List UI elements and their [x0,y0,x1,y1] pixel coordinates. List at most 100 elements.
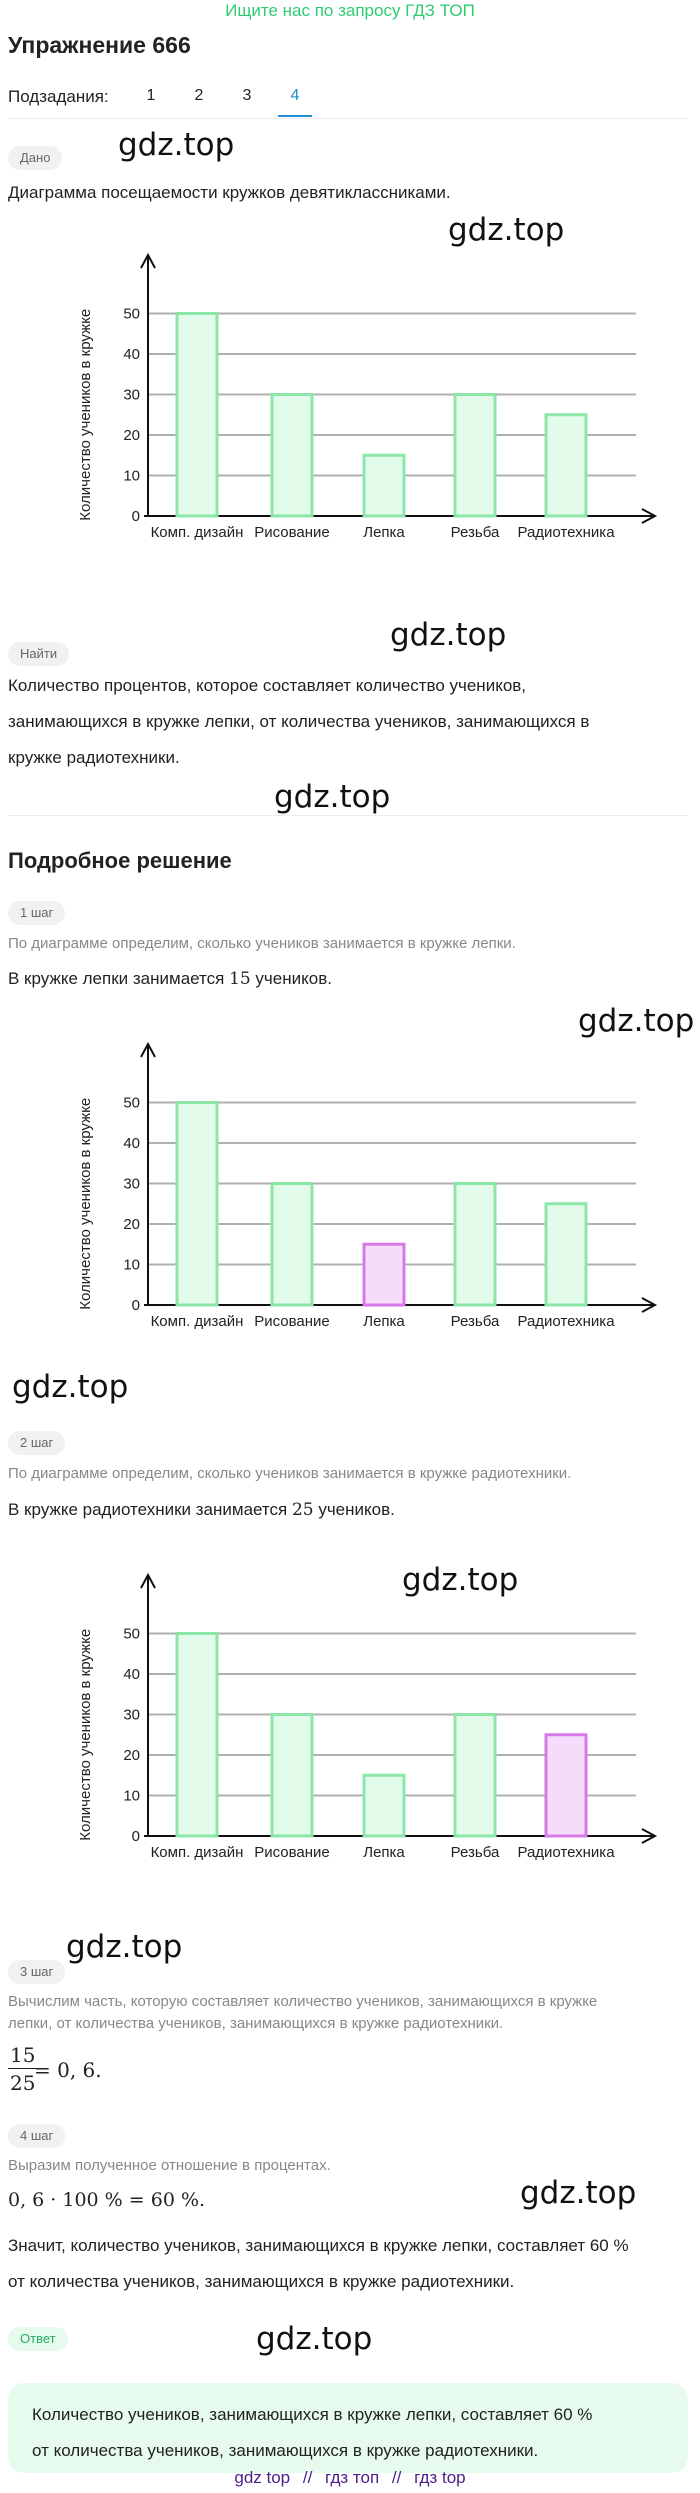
y-tick-label: 50 [123,306,140,323]
y-axis-label: Количество учеников в кружке [77,1629,94,1841]
x-tick-label: Радиотехника [517,524,615,541]
step-1-text-before: В кружке лепки занимается [8,969,230,988]
x-axis-arrow [641,1297,658,1313]
y-tick-label: 40 [123,346,140,363]
step-3-tag: 3 шаг [8,1960,66,1984]
x-tick-label: Радиотехника [517,1844,615,1861]
bar [270,1182,314,1307]
footer-link-1[interactable]: gdz top [234,2468,291,2487]
step-1-hint: По диаграмме определим, сколько учеников… [8,935,516,952]
watermark: gdz.top [578,1003,695,1039]
page-title: Упражнение 666 [8,32,191,58]
answer-box: Количество учеников, занимающихся в круж… [8,2383,688,2473]
subtask-tab-3[interactable]: 3 [242,87,252,104]
bar [270,393,314,518]
y-tick-label: 40 [123,1135,140,1152]
step-2-text-after: учеников. [313,1500,395,1519]
x-axis-arrow [641,1828,658,1844]
step-3-hint-line-1: Вычислим часть, которую составляет колич… [8,1993,598,2010]
y-tick-label: 0 [132,1297,140,1314]
answer-tag: Ответ [8,2327,68,2351]
y-tick-label: 10 [123,1257,140,1274]
bar [270,1713,314,1838]
step-2-hint: По диаграмме определим, сколько учеников… [8,1465,572,1482]
watermark: gdz.top [12,1369,129,1405]
given-tag: Дано [8,146,63,170]
y-axis-arrow [140,1041,156,1058]
step-2-tag: 2 шаг [8,1431,66,1455]
find-tag: Найти [8,642,70,666]
step-1-text-after: учеников. [250,969,332,988]
bar [175,1632,219,1838]
footer-link-3[interactable]: гдз top [414,2468,466,2487]
bar [175,1101,219,1307]
step-4-conclusion-line-1: Значит, количество учеников, занимающихс… [8,2236,629,2255]
bar [544,1733,588,1838]
bar [362,1242,406,1307]
bar [544,1202,588,1307]
answer-text: Количество учеников, занимающихся в круж… [32,2397,672,2469]
y-axis-arrow [140,1572,156,1589]
x-axis-arrow [641,508,658,524]
step-2-text: В кружке радиотехники занимается 25 учен… [8,1492,688,1528]
y-tick-label: 0 [132,508,140,525]
divider [8,815,688,816]
y-tick-label: 10 [123,1788,140,1805]
x-tick-label: Радиотехника [517,1313,615,1330]
fraction-numerator: 15 [8,2043,38,2069]
x-tick-label: Рисование [254,524,330,541]
y-tick-label: 20 [123,427,140,444]
watermark: gdz.top [402,1562,519,1598]
y-tick-label: 10 [123,468,140,485]
y-axis-label: Количество учеников в кружке [77,309,94,521]
x-tick-label: Резьба [451,524,500,541]
bar-chart-step-1: Количество учеников в кружке 0 10 20 30 40 50 К… [77,1041,658,1330]
footer-links: gdz top // гдз топ // гдз top [0,2468,700,2488]
step-2-value: 25 [291,1500,314,1520]
watermark: gdz.top [66,1929,183,1965]
y-tick-label: 50 [123,1095,140,1112]
x-tick-label: Резьба [451,1844,500,1861]
step-4-hint: Выразим полученное отношение в процентах… [8,2157,331,2174]
x-tick-label: Комп. дизайн [151,1844,244,1861]
subtasks-label: Подзадания: [8,87,109,106]
divider [8,118,688,119]
y-axis-label: Количество учеников в кружке [77,1098,94,1310]
find-text-line-3: кружке радиотехники. [8,748,180,767]
step-4-conclusion-line-2: от количества учеников, занимающихся в к… [8,2272,515,2291]
watermark: gdz.top [118,127,235,163]
subtask-tab-4[interactable]: 4 [278,85,312,117]
step-1-tag: 1 шаг [8,901,66,925]
x-tick-label: Рисование [254,1313,330,1330]
y-tick-label: 30 [123,1176,140,1193]
step-4-tag: 4 шаг [8,2124,66,2148]
y-tick-label: 40 [123,1666,140,1683]
search-banner[interactable]: Ищите нас по запросу ГДЗ ТОП [225,1,475,20]
subtask-tab-1[interactable]: 1 [146,87,156,104]
watermark: gdz.top [256,2321,373,2357]
y-tick-label: 30 [123,387,140,404]
bar [453,1713,497,1838]
solution-title: Подробное решение [8,848,232,873]
x-tick-label: Лепка [363,1313,405,1330]
step-1-value: 15 [229,969,251,989]
x-tick-label: Комп. дизайн [151,524,244,541]
footer-separator: // [391,2468,402,2487]
y-tick-label: 20 [123,1747,140,1764]
y-axis-arrow [140,252,156,269]
bar-chart-step-2: Количество учеников в кружке 0 10 20 30 40 50 К… [77,1572,658,1861]
watermark: gdz.top [390,617,507,653]
x-tick-label: Рисование [254,1844,330,1861]
step-3-fraction: 15 25 [8,2042,38,2097]
bar [453,393,497,518]
watermark: gdz.top [274,779,391,815]
y-tick-label: 50 [123,1626,140,1643]
bar [453,1182,497,1307]
step-3-result: = 0, 6. [34,2058,102,2082]
step-3-hint-line-2: лепки, от количества учеников, занимающи… [8,2015,504,2032]
find-text-line-2: занимающихся в кружке лепки, от количест… [8,712,590,731]
watermark: gdz.top [448,212,565,248]
x-tick-label: Лепка [363,1844,405,1861]
subtask-tab-2[interactable]: 2 [194,87,204,104]
footer-link-2[interactable]: гдз топ [325,2468,380,2487]
